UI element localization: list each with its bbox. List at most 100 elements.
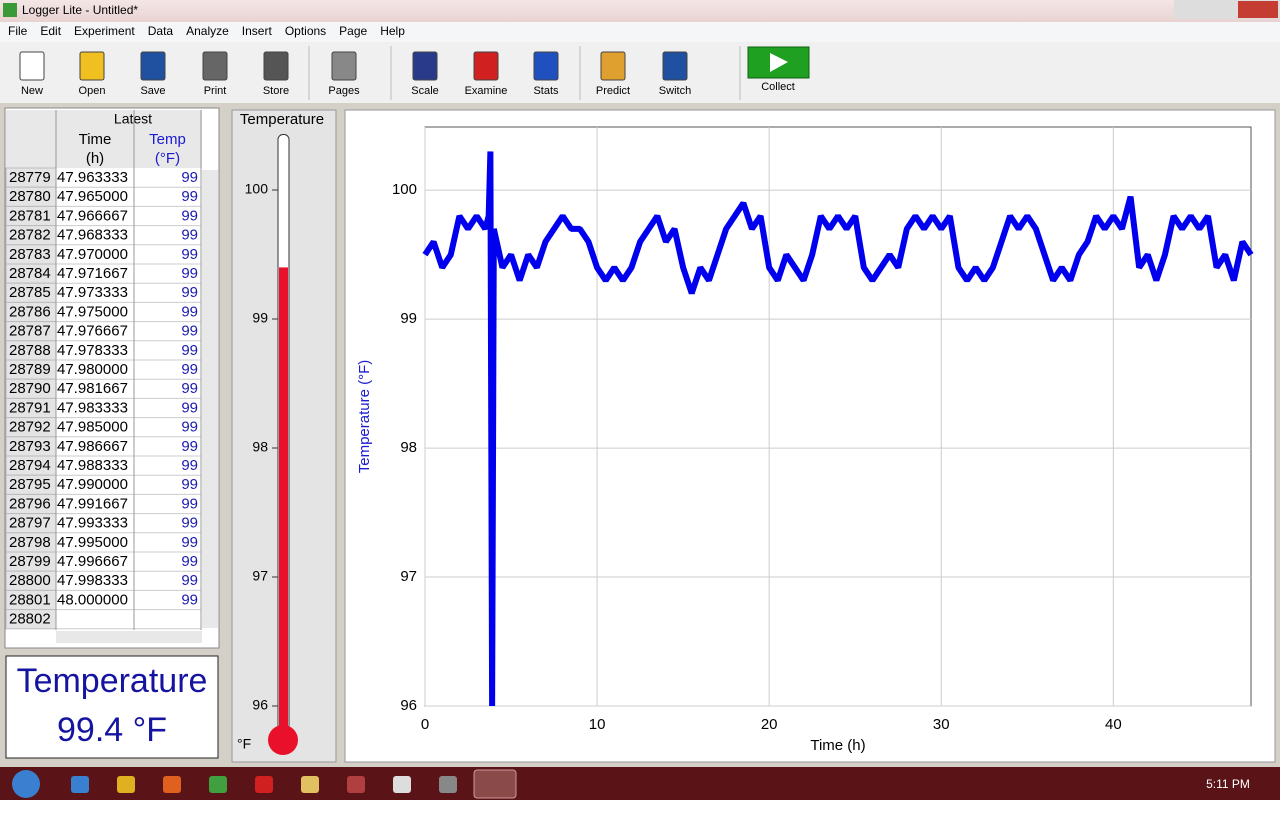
- menu-item[interactable]: Options: [285, 24, 326, 38]
- tool-icon: [19, 51, 45, 81]
- time-cell: 47.973333: [57, 284, 128, 301]
- time-cell: 47.963333: [57, 169, 128, 186]
- row-index: 28783: [9, 246, 51, 263]
- y-tick-label: 99: [400, 310, 417, 327]
- toolbar-button[interactable]: Open: [79, 85, 106, 97]
- menu-item[interactable]: Data: [148, 24, 174, 38]
- meter-unit: °F: [237, 736, 251, 752]
- taskbar-app[interactable]: [117, 776, 135, 793]
- row-index: 28781: [9, 207, 51, 224]
- temp-cell: 99: [181, 227, 198, 244]
- toolbar: [0, 42, 1280, 103]
- menu-item[interactable]: Edit: [40, 24, 61, 38]
- time-cell: 47.976667: [57, 323, 128, 340]
- app-icon: [3, 3, 17, 17]
- temp-cell: 99: [181, 265, 198, 282]
- time-cell: 47.990000: [57, 476, 128, 493]
- meter-tick-label: 100: [245, 181, 269, 197]
- window-title: Logger Lite - Untitled*: [22, 3, 138, 17]
- row-index: 28780: [9, 188, 51, 205]
- toolbar-button[interactable]: Scale: [411, 85, 439, 97]
- scrollbar[interactable]: [202, 170, 218, 628]
- menu-item[interactable]: Help: [380, 24, 405, 38]
- time-cell: 47.980000: [57, 361, 128, 378]
- row-index: 28801: [9, 591, 51, 608]
- row-index: 28779: [9, 169, 51, 186]
- taskbar-app[interactable]: [71, 776, 89, 793]
- menu-item[interactable]: Analyze: [186, 24, 229, 38]
- taskbar-app[interactable]: [393, 776, 411, 793]
- temp-cell: 99: [181, 553, 198, 570]
- time-cell: 47.995000: [57, 534, 128, 551]
- close-button[interactable]: [1238, 1, 1278, 18]
- x-tick-label: 40: [1105, 716, 1122, 733]
- temp-cell: 99: [181, 419, 198, 436]
- temp-cell: 99: [181, 207, 198, 224]
- start-button[interactable]: [12, 770, 40, 798]
- menu-item[interactable]: File: [8, 24, 28, 38]
- taskbar-app[interactable]: [439, 776, 457, 793]
- toolbar-button[interactable]: Stats: [533, 85, 559, 97]
- row-index: 28795: [9, 476, 51, 493]
- taskbar: [0, 767, 1280, 800]
- toolbar-button[interactable]: Collect: [761, 81, 795, 93]
- row-index: 28782: [9, 227, 51, 244]
- row-index: 28787: [9, 323, 51, 340]
- meter-fill: [279, 267, 288, 735]
- toolbar-button[interactable]: Switch: [659, 85, 691, 97]
- temp-cell: 99: [181, 515, 198, 532]
- toolbar-button[interactable]: Print: [204, 85, 227, 97]
- toolbar-button[interactable]: New: [21, 85, 43, 97]
- temp-cell: 99: [181, 572, 198, 589]
- time-cell: 47.970000: [57, 246, 128, 263]
- toolbar-button[interactable]: Pages: [328, 85, 360, 97]
- temp-cell: 99: [181, 246, 198, 263]
- column-name: Temp: [149, 131, 186, 148]
- temp-cell: 99: [181, 457, 198, 474]
- column-unit: (°F): [155, 150, 180, 167]
- temp-cell: 99: [181, 323, 198, 340]
- column-unit: (h): [86, 150, 104, 167]
- tool-icon: [473, 51, 499, 81]
- taskbar-active[interactable]: [473, 769, 517, 799]
- y-axis-label: Temperature (°F): [356, 360, 373, 474]
- meter-tick-label: 96: [252, 697, 268, 713]
- table-header: [6, 110, 202, 168]
- row-index: 28793: [9, 438, 51, 455]
- menu-item[interactable]: Insert: [242, 24, 273, 38]
- time-cell: 47.965000: [57, 188, 128, 205]
- tool-icon: [263, 51, 289, 81]
- temp-cell: 99: [181, 303, 198, 320]
- row-index: 28790: [9, 380, 51, 397]
- y-tick-label: 97: [400, 568, 417, 585]
- display-label: Temperature: [17, 662, 208, 700]
- row-index: 28797: [9, 515, 51, 532]
- taskbar-app[interactable]: [163, 776, 181, 793]
- row-index: 28789: [9, 361, 51, 378]
- meter-tick-label: 99: [252, 310, 268, 326]
- toolbar-button[interactable]: Examine: [465, 85, 508, 97]
- time-cell: 47.993333: [57, 515, 128, 532]
- taskbar-app[interactable]: [255, 776, 273, 793]
- play: [770, 53, 788, 72]
- row-index: 28792: [9, 419, 51, 436]
- hscrollbar[interactable]: [56, 631, 202, 643]
- taskbar-app[interactable]: [347, 776, 365, 793]
- menu-item[interactable]: Page: [339, 24, 367, 38]
- taskbar-app[interactable]: [209, 776, 227, 793]
- row-index: 28791: [9, 399, 51, 416]
- meter-tick-label: 98: [252, 439, 268, 455]
- toolbar-button[interactable]: Save: [140, 85, 165, 97]
- time-cell: 47.986667: [57, 438, 128, 455]
- tool-icon: [79, 51, 105, 81]
- row-index: 28794: [9, 457, 51, 474]
- menu-item[interactable]: Experiment: [74, 24, 135, 38]
- y-tick-label: 98: [400, 439, 417, 456]
- tool-icon: [662, 51, 688, 81]
- row-index: 28800: [9, 572, 51, 589]
- toolbar-button[interactable]: Predict: [596, 85, 630, 97]
- toolbar-button[interactable]: Store: [263, 85, 289, 97]
- temp-cell: 99: [181, 169, 198, 186]
- taskbar-app[interactable]: [301, 776, 319, 793]
